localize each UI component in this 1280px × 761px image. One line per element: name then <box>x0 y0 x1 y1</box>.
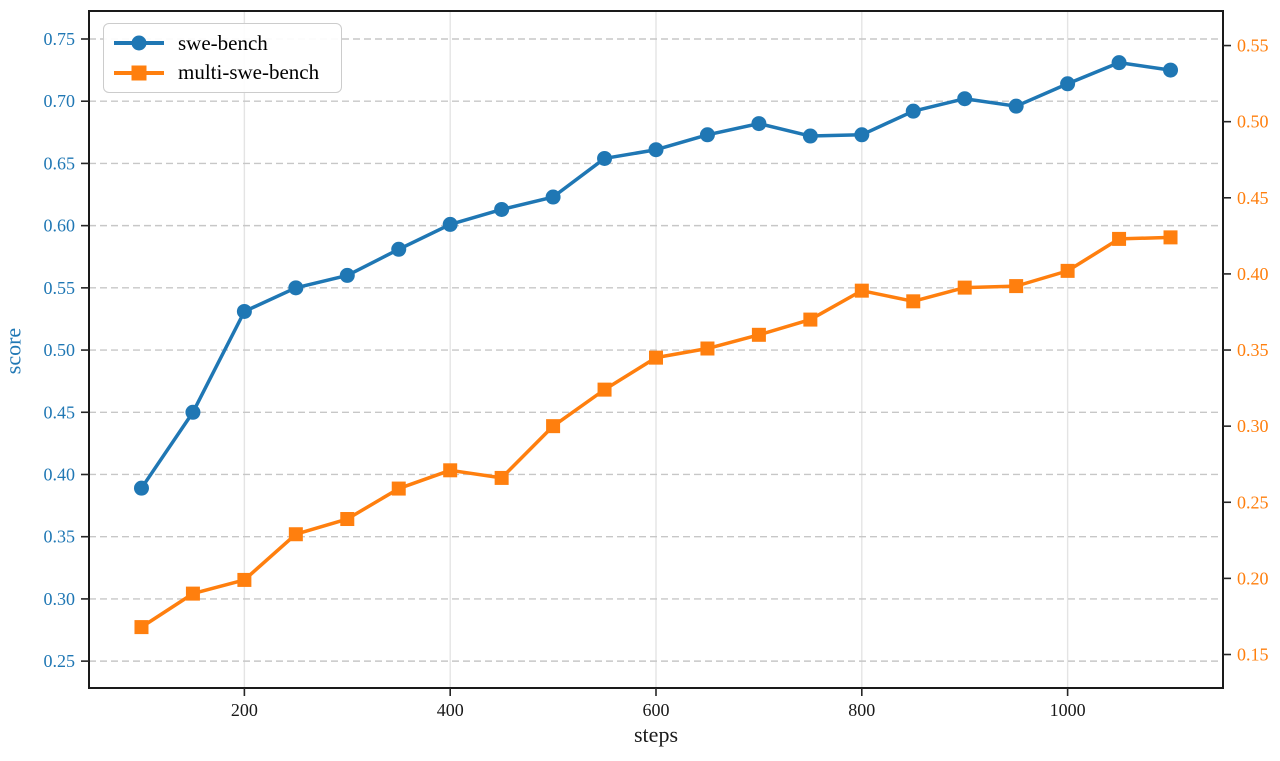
data-point <box>1009 279 1024 294</box>
data-point <box>1060 76 1076 92</box>
data-point <box>957 91 973 107</box>
data-point <box>494 201 510 217</box>
legend-item-swe-bench: swe-bench <box>114 31 331 56</box>
data-point <box>340 512 355 527</box>
data-point <box>288 280 304 296</box>
data-point <box>546 419 561 434</box>
circle-marker-icon <box>131 35 147 51</box>
data-point <box>854 283 869 298</box>
data-point <box>905 103 921 119</box>
data-point <box>699 127 715 143</box>
data-point <box>1060 263 1075 278</box>
y-tick-label-left: 0.40 <box>44 464 76 484</box>
data-point <box>185 404 201 420</box>
y-tick-label-right: 0.25 <box>1237 492 1269 512</box>
data-point <box>339 267 355 283</box>
legend-label: multi-swe-bench <box>178 60 320 85</box>
y-axis-label-left: score <box>0 327 26 375</box>
data-point <box>802 128 818 144</box>
data-point <box>854 127 870 143</box>
data-point <box>597 150 613 166</box>
y-tick-label-left: 0.45 <box>44 402 76 422</box>
data-point <box>442 216 458 232</box>
y-tick-label-right: 0.40 <box>1237 264 1269 284</box>
y-tick-label-right: 0.50 <box>1237 112 1269 132</box>
y-tick-label-left: 0.70 <box>44 91 76 111</box>
data-point <box>751 327 766 342</box>
legend-sample <box>114 65 164 81</box>
square-marker-icon <box>131 65 147 81</box>
data-point <box>1163 230 1178 245</box>
y-tick-label-right: 0.30 <box>1237 416 1269 436</box>
data-point <box>236 303 252 319</box>
x-tick-label: 1000 <box>1050 700 1086 720</box>
x-tick-label: 600 <box>643 700 670 720</box>
y-tick-label-left: 0.50 <box>44 340 76 360</box>
data-point <box>185 586 200 601</box>
x-tick-label: 800 <box>848 700 875 720</box>
data-point <box>649 350 663 365</box>
data-point <box>288 527 303 542</box>
y-tick-label-left: 0.55 <box>44 278 76 298</box>
data-point <box>133 480 149 496</box>
data-point <box>391 241 407 257</box>
x-tick-label: 400 <box>437 700 464 720</box>
data-point <box>957 280 972 295</box>
data-point <box>1008 98 1024 114</box>
data-point <box>545 189 561 205</box>
legend: swe-bench multi-swe-bench <box>103 23 342 93</box>
data-point <box>803 312 818 327</box>
y-tick-label-right: 0.15 <box>1237 645 1269 665</box>
legend-label: swe-bench <box>178 30 268 55</box>
data-point <box>597 382 612 397</box>
data-point <box>1163 62 1179 78</box>
y-tick-label-left: 0.75 <box>44 29 76 49</box>
y-tick-label-right: 0.20 <box>1237 568 1269 588</box>
data-point <box>237 572 252 587</box>
data-point <box>1112 231 1127 246</box>
legend-sample <box>114 35 164 51</box>
y-tick-label-left: 0.30 <box>44 589 76 609</box>
data-point <box>391 481 406 496</box>
data-point <box>700 341 715 356</box>
legend-item-multi-swe-bench: multi-swe-bench <box>114 60 331 85</box>
data-point <box>751 116 767 132</box>
data-point <box>494 470 509 485</box>
y-tick-label-right: 0.55 <box>1237 36 1269 56</box>
y-tick-label-right: 0.35 <box>1237 340 1269 360</box>
y-tick-label-left: 0.25 <box>44 651 76 671</box>
y-tick-label-left: 0.60 <box>44 216 76 236</box>
y-tick-label-right: 0.45 <box>1237 188 1269 208</box>
y-tick-label-left: 0.65 <box>44 153 76 173</box>
data-point <box>134 620 149 635</box>
data-point <box>1111 55 1127 71</box>
data-point <box>443 463 458 478</box>
y-tick-label-left: 0.35 <box>44 527 76 547</box>
data-point <box>648 142 664 158</box>
x-tick-label: 200 <box>231 700 258 720</box>
x-axis-label: steps <box>634 722 678 747</box>
data-point <box>906 294 921 309</box>
